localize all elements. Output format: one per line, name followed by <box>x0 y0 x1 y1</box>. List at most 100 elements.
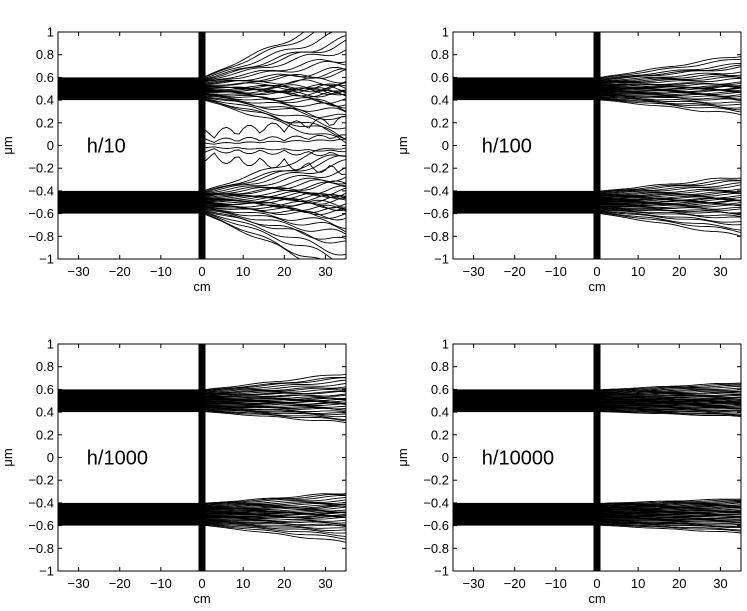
trajectory <box>597 506 741 510</box>
trajectory <box>596 94 741 102</box>
x-tick-label: 0 <box>198 576 205 591</box>
trajectory <box>201 68 346 85</box>
trajectory <box>596 211 741 231</box>
trajectory <box>597 201 741 205</box>
incident-beam-2 <box>58 502 202 526</box>
trajectory <box>596 180 741 194</box>
incident-beam-1 <box>453 389 597 413</box>
trajectory <box>202 511 346 514</box>
trajectory <box>202 405 346 410</box>
trajectory <box>201 521 346 529</box>
trajectory <box>596 177 741 192</box>
y-tick-label: −0.6 <box>423 206 449 221</box>
incident-beam-1 <box>58 389 202 413</box>
x-tick-label: 30 <box>713 264 727 279</box>
trajectory <box>201 377 346 392</box>
y-tick-label: −0.4 <box>423 495 449 510</box>
trajectory <box>202 511 346 515</box>
trajectory <box>202 399 346 403</box>
trajectory <box>596 92 741 97</box>
trajectory <box>596 517 741 520</box>
trajectory <box>201 403 346 406</box>
trajectory <box>201 520 346 527</box>
y-tick-label: 0 <box>442 450 449 465</box>
trajectory <box>201 211 323 259</box>
trajectory <box>597 518 741 522</box>
trajectory <box>596 76 741 84</box>
incident-beam-1 <box>453 77 597 101</box>
trajectory <box>202 505 346 510</box>
trajectory <box>597 404 741 407</box>
incident-beam-2 <box>453 190 597 214</box>
trajectory <box>596 390 741 395</box>
trajectory <box>201 39 346 82</box>
x-tick-label: −20 <box>109 576 131 591</box>
y-tick-label: −0.6 <box>28 518 54 533</box>
trajectory <box>597 397 741 400</box>
trajectory <box>596 96 741 106</box>
trajectory <box>596 75 741 83</box>
trajectory <box>596 392 741 396</box>
y-tick-label: −0.8 <box>28 541 54 556</box>
trajectory <box>201 159 346 194</box>
y-tick-label: −0.6 <box>28 206 54 221</box>
x-tick-label: 30 <box>318 576 332 591</box>
x-tick-label: 30 <box>713 576 727 591</box>
x-tick-label: 20 <box>277 264 291 279</box>
trajectory <box>596 500 741 506</box>
trajectory <box>596 385 741 393</box>
x-tick-label: 10 <box>236 576 250 591</box>
y-tick-label: −1 <box>434 564 449 579</box>
trajectory <box>201 493 346 504</box>
trajectory <box>596 210 741 226</box>
trajectory <box>596 56 741 79</box>
x-tick-label: −10 <box>150 576 172 591</box>
trajectory <box>596 389 741 394</box>
x-tick-label: 20 <box>277 576 291 591</box>
trajectory <box>596 521 741 528</box>
trajectory <box>201 408 346 416</box>
trajectory <box>597 399 741 402</box>
trajectory <box>201 93 346 109</box>
panel-annotation: h/100 <box>482 136 532 158</box>
trajectory <box>597 509 741 512</box>
trajectory <box>201 155 346 194</box>
trajectory <box>597 402 741 404</box>
trajectory <box>201 69 346 85</box>
panel-1: −30 −20 −10 0 10 20 30 −1 −0.8 −0.6 −0.4 −0.2 0 0.2 0.… <box>0 25 347 294</box>
trajectory <box>597 508 741 511</box>
trajectory <box>597 391 741 395</box>
y-tick-label: −0.2 <box>28 161 54 176</box>
y-tick-label: 0.2 <box>431 427 449 442</box>
x-tick-label: −20 <box>504 264 526 279</box>
trajectory <box>597 401 741 404</box>
x-tick-label: 0 <box>593 264 600 279</box>
trajectory <box>597 398 741 400</box>
trajectory <box>201 495 346 506</box>
y-tick-label: 0.2 <box>36 427 54 442</box>
trajectory <box>201 212 301 259</box>
trajectory <box>597 194 741 199</box>
trajectory <box>596 206 741 214</box>
trajectory <box>597 512 741 514</box>
trajectory <box>202 515 346 519</box>
x-tick-label: −20 <box>504 576 526 591</box>
centre-trajectory <box>201 138 346 145</box>
y-tick-label: −1 <box>39 252 54 267</box>
trajectory <box>596 182 741 194</box>
trajectory <box>201 411 346 424</box>
trajectory <box>201 209 346 244</box>
plot-area <box>453 32 741 259</box>
trajectory <box>201 35 346 81</box>
y-tick-label: −1 <box>434 252 449 267</box>
trajectory <box>201 49 346 82</box>
trajectory <box>201 211 334 259</box>
trajectory <box>596 498 741 504</box>
plot-area <box>58 32 346 259</box>
x-axis-label: cm <box>588 591 605 606</box>
trajectory <box>201 185 346 198</box>
panel-annotation: h/10 <box>87 136 126 158</box>
trajectory <box>596 523 741 532</box>
trajectory <box>201 209 346 240</box>
trajectory <box>597 405 741 408</box>
